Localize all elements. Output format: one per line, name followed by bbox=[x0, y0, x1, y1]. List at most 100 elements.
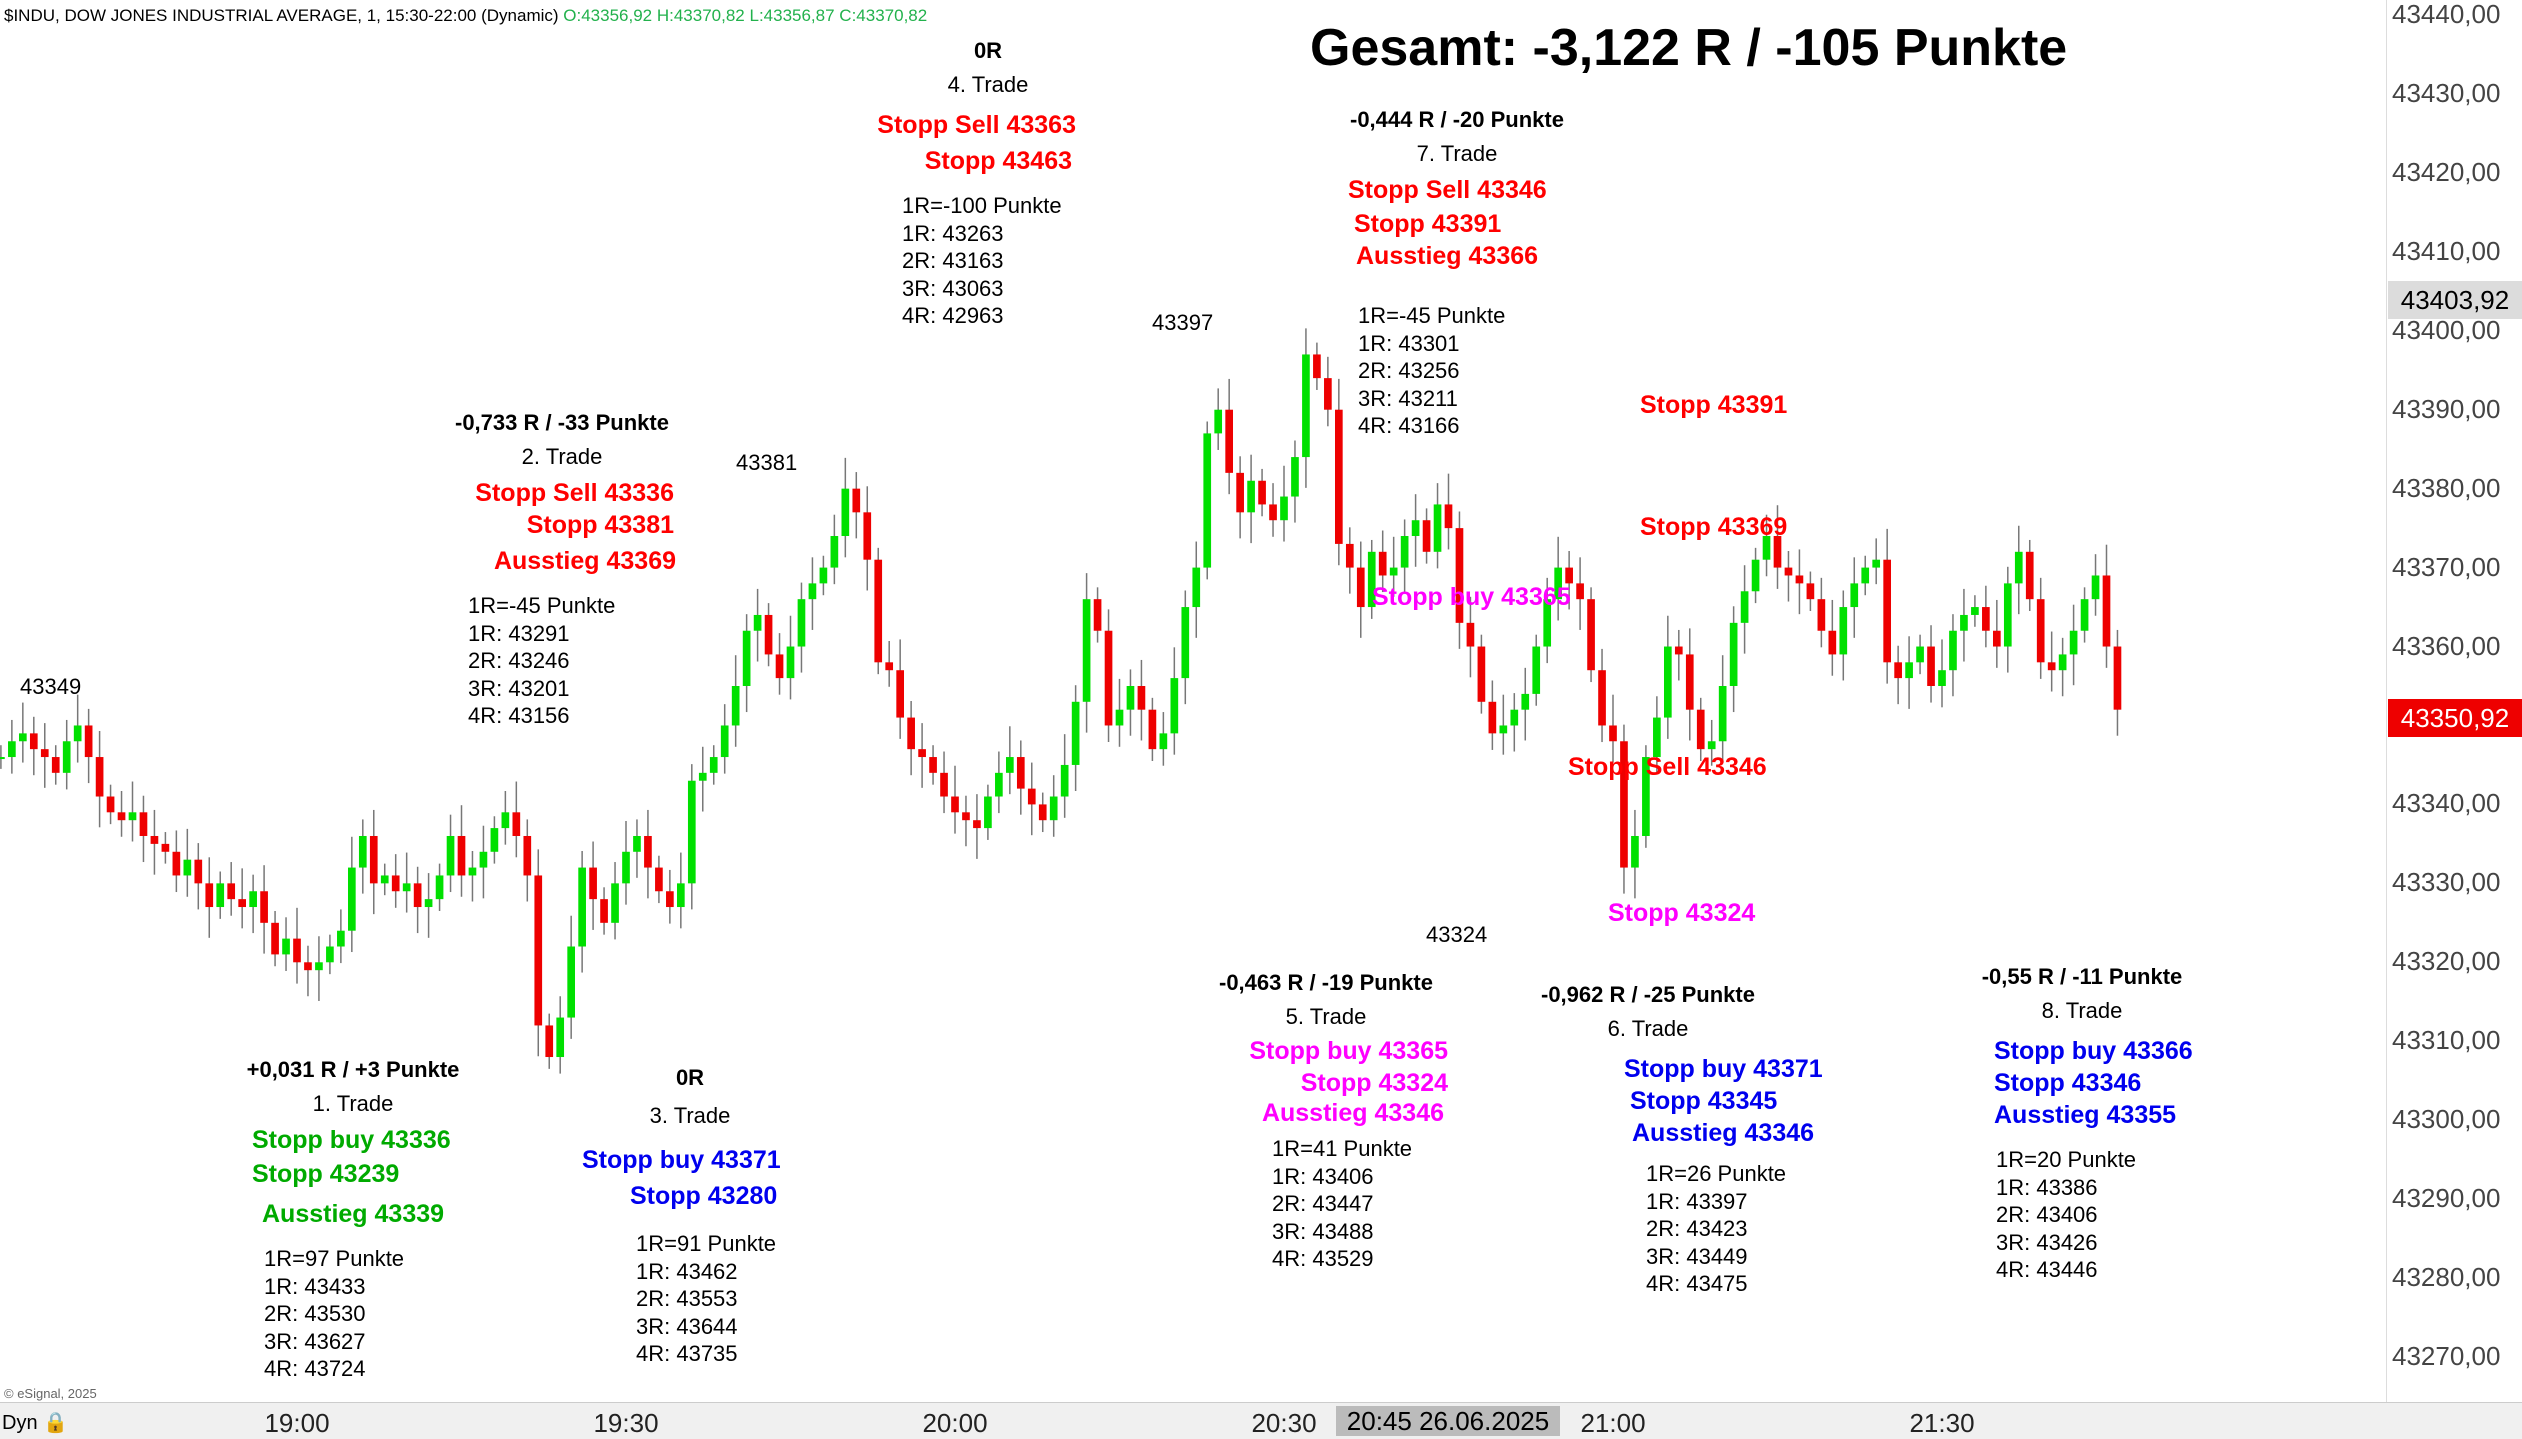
target-line: 2R: 43530 bbox=[264, 1301, 366, 1326]
candle-body bbox=[775, 654, 784, 679]
candle-body bbox=[863, 512, 872, 560]
trade-result: -0,444 R / -20 Punkte bbox=[1350, 107, 1564, 132]
price-tick-label: 43310,00 bbox=[2392, 1025, 2501, 1056]
target-line: 2R: 43406 bbox=[1996, 1202, 2098, 1227]
candle-body bbox=[227, 883, 236, 900]
candle-body bbox=[1565, 567, 1573, 584]
target-line: 1R=-45 Punkte bbox=[1358, 303, 1506, 328]
symbol-text: $INDU, DOW JONES INDUSTRIAL AVERAGE, 1, … bbox=[4, 6, 559, 25]
candle-body bbox=[139, 812, 148, 836]
trade-name: 3. Trade bbox=[649, 1103, 731, 1129]
candle-body bbox=[2069, 630, 2078, 655]
candle-body bbox=[183, 859, 192, 876]
candle-body bbox=[940, 772, 948, 797]
time-tick-label: 19:30 bbox=[593, 1408, 659, 1438]
candle-body bbox=[1356, 567, 1365, 608]
candle-body bbox=[501, 812, 510, 829]
candle-body bbox=[534, 875, 543, 1026]
candle-body bbox=[1916, 646, 1924, 663]
time-tick-label: 21:00 bbox=[1580, 1408, 1646, 1438]
candle-body bbox=[1839, 607, 1848, 655]
dynamic-mode-label[interactable]: Dyn 🔒 bbox=[2, 1412, 69, 1434]
trade-name: 1. Trade bbox=[312, 1091, 394, 1117]
order-label: Ausstieg 43346 bbox=[1632, 1119, 1815, 1147]
target-line: 2R: 43447 bbox=[1272, 1191, 1374, 1216]
candle-body bbox=[644, 835, 652, 868]
candle-body bbox=[2080, 599, 2089, 631]
candle-body bbox=[282, 938, 290, 955]
candle-body bbox=[1707, 741, 1716, 750]
candle-body bbox=[1927, 646, 1935, 686]
candle-body bbox=[1894, 662, 1902, 679]
candle-body bbox=[852, 488, 861, 513]
trade-4-targets: 1R=-100 Punkte 1R: 43263 2R: 43163 3R: 4… bbox=[902, 192, 1062, 330]
target-line: 4R: 43156 bbox=[468, 703, 570, 728]
candle-body bbox=[1905, 662, 1913, 679]
candle-body bbox=[567, 946, 576, 1018]
time-tick-label: 20:00 bbox=[922, 1408, 988, 1438]
chart-label: Stopp 43391 bbox=[1640, 391, 1788, 419]
candle-body bbox=[380, 875, 389, 884]
candle-body bbox=[238, 899, 247, 908]
price-tick-label: 43380,00 bbox=[2392, 472, 2501, 503]
candle-body bbox=[347, 867, 356, 931]
candle-body bbox=[1817, 599, 1826, 631]
trade-3-orders: Stopp buy 43371 Stopp 43280 bbox=[582, 1145, 781, 1211]
candle-body bbox=[2025, 551, 2034, 600]
candle-body bbox=[1049, 796, 1058, 821]
candle-body bbox=[1872, 559, 1881, 568]
trade-result: -0,962 R / -25 Punkte bbox=[1541, 982, 1755, 1007]
target-line: 1R: 43397 bbox=[1646, 1188, 1748, 1214]
candle-body bbox=[424, 899, 433, 908]
candle-body bbox=[1115, 709, 1124, 726]
candle-body bbox=[1027, 788, 1036, 805]
candle-body bbox=[1247, 480, 1255, 513]
trade-name: 2. Trade bbox=[521, 444, 603, 470]
candle-body bbox=[150, 835, 159, 844]
candle-body bbox=[1883, 559, 1892, 663]
candle-body bbox=[1313, 354, 1321, 379]
candle-body bbox=[1367, 551, 1376, 608]
candle-body bbox=[1696, 709, 1705, 750]
trade-2-orders: Stopp Sell 43336 Stopp 43381 Ausstieg 43… bbox=[448, 478, 676, 576]
candle-body bbox=[293, 938, 301, 963]
order-label: Ausstieg 43366 bbox=[1356, 242, 1539, 270]
candle-body bbox=[2003, 583, 2012, 647]
trade-4-block: 0R 4. Trade bbox=[878, 38, 1098, 99]
candle-body bbox=[742, 630, 751, 686]
target-line: 1R: 43263 bbox=[902, 220, 1004, 246]
price-tick-label: 43360,00 bbox=[2392, 630, 2501, 661]
price-tick-label: 43320,00 bbox=[2392, 946, 2501, 977]
candle-body bbox=[117, 812, 126, 821]
target-line: 1R: 43462 bbox=[636, 1258, 738, 1284]
candle-body bbox=[1609, 725, 1617, 742]
candle-body bbox=[2091, 575, 2100, 600]
trade-2-targets: 1R=-45 Punkte 1R: 43291 2R: 43246 3R: 43… bbox=[468, 592, 615, 730]
time-axis[interactable] bbox=[0, 1402, 2522, 1439]
candle-body bbox=[907, 717, 915, 750]
candle-body bbox=[600, 899, 608, 923]
candle-body bbox=[271, 922, 279, 955]
candle-body bbox=[556, 1017, 565, 1058]
candle-body bbox=[1510, 709, 1519, 726]
trade-result: -0,55 R / -11 Punkte bbox=[1981, 964, 2183, 989]
trade-1-block: +0,031 R / +3 Punkte 1. Trade bbox=[228, 1057, 478, 1118]
order-label: Stopp Sell 43363 bbox=[877, 111, 1076, 139]
trade-8-targets: 1R=20 Punkte 1R: 43386 2R: 43406 3R: 434… bbox=[1996, 1146, 2136, 1284]
candle-body bbox=[435, 875, 444, 900]
chart-header: $INDU, DOW JONES INDUSTRIAL AVERAGE, 1, … bbox=[4, 6, 927, 26]
candle-body bbox=[1334, 409, 1343, 544]
order-label: Stopp 43280 bbox=[630, 1182, 778, 1210]
chart-title: Gesamt: -3,122 R / -105 Punkte bbox=[1310, 19, 2068, 77]
candle-body bbox=[172, 851, 181, 876]
candle-body bbox=[391, 875, 400, 892]
candle-body bbox=[73, 725, 82, 742]
candle-body bbox=[29, 733, 38, 750]
target-line: 1R=97 Punkte bbox=[264, 1246, 405, 1271]
target-line: 4R: 43475 bbox=[1646, 1271, 1748, 1296]
candle-body bbox=[260, 891, 268, 923]
target-line: 1R=20 Punkte bbox=[1996, 1147, 2137, 1172]
candle-body bbox=[216, 883, 225, 908]
candle-body bbox=[1521, 693, 1530, 710]
